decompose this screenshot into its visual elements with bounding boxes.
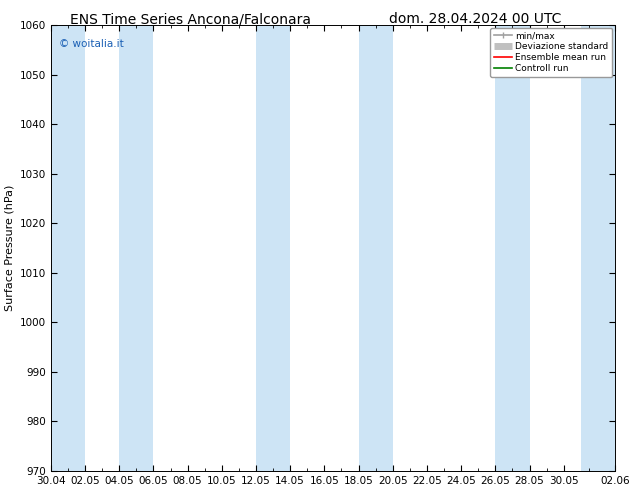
Bar bbox=[495, 25, 529, 471]
Bar bbox=[51, 25, 85, 471]
Legend: min/max, Deviazione standard, Ensemble mean run, Controll run: min/max, Deviazione standard, Ensemble m… bbox=[490, 28, 612, 76]
Bar bbox=[256, 25, 290, 471]
Text: © woitalia.it: © woitalia.it bbox=[60, 39, 124, 49]
Y-axis label: Surface Pressure (hPa): Surface Pressure (hPa) bbox=[4, 185, 14, 311]
Text: ENS Time Series Ancona/Falconara: ENS Time Series Ancona/Falconara bbox=[70, 12, 311, 26]
Bar bbox=[119, 25, 153, 471]
Bar bbox=[359, 25, 393, 471]
Bar bbox=[581, 25, 615, 471]
Text: dom. 28.04.2024 00 UTC: dom. 28.04.2024 00 UTC bbox=[389, 12, 562, 26]
